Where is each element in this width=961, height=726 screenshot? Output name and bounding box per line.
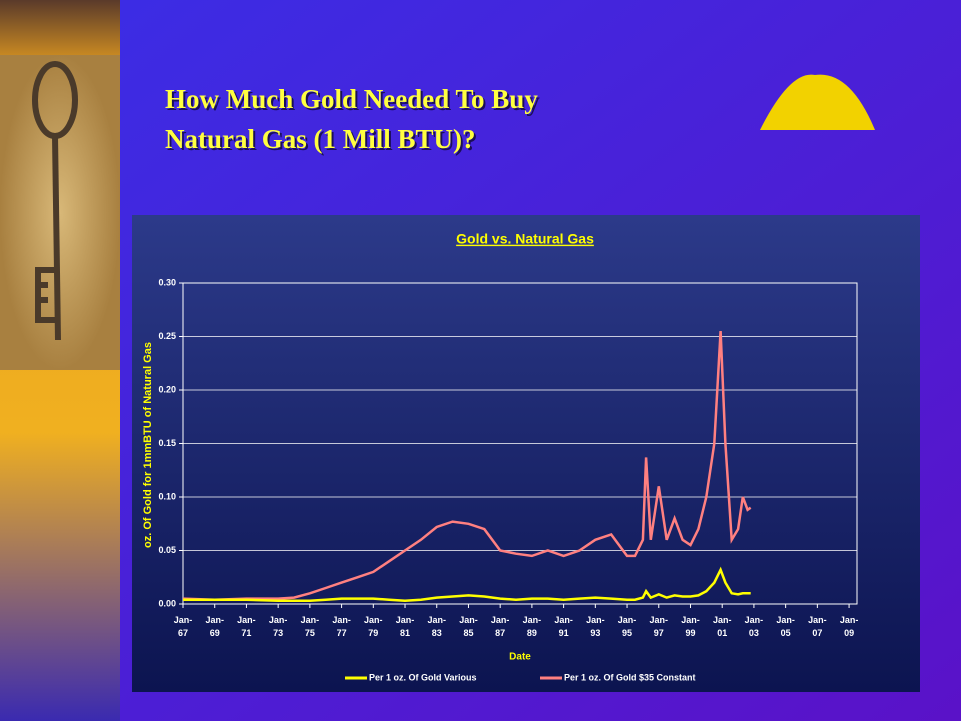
y-tick-label: 0.00 — [158, 598, 176, 608]
slide: How Much Gold Needed To Buy How Much Gol… — [0, 0, 961, 721]
x-axis-label: Date — [509, 652, 531, 663]
y-tick-label: 0.15 — [158, 438, 176, 448]
title-line: How Much Gold Needed To Buy — [165, 84, 538, 114]
y-tick-label: 0.20 — [158, 384, 176, 394]
title-line: Natural Gas (1 Mill BTU)? — [165, 124, 476, 154]
y-axis-label: oz. Of Gold for 1mmBTU of Natural Gas — [142, 342, 154, 548]
y-tick-label: 0.30 — [158, 277, 176, 287]
y-tick-label: 0.05 — [158, 545, 176, 555]
y-tick-label: 0.10 — [158, 491, 176, 501]
y-tick-label: 0.25 — [158, 331, 176, 341]
chart-title: Gold vs. Natural Gas — [456, 231, 594, 247]
legend-label: Per 1 oz. Of Gold $35 Constant — [564, 672, 696, 682]
legend-label: Per 1 oz. Of Gold Various — [369, 672, 477, 682]
